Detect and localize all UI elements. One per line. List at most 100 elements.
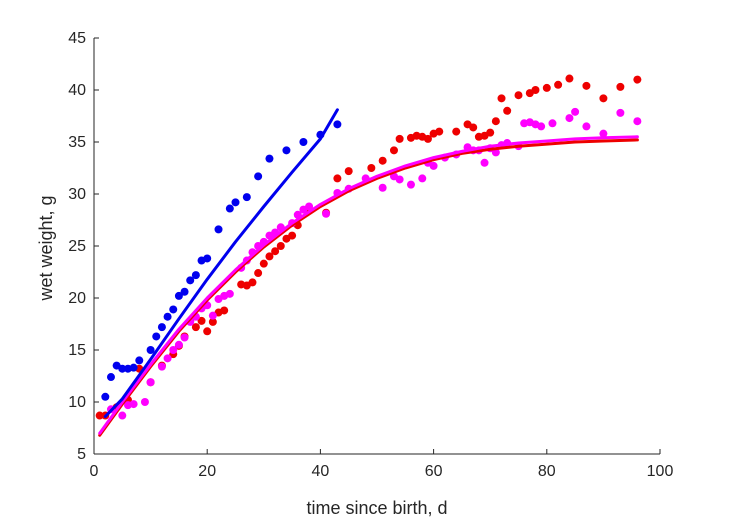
- series-0-point-12: [174, 291, 183, 300]
- series-1-point-56: [565, 74, 574, 83]
- x-tick-label-3: 60: [425, 463, 443, 480]
- series-2-point-37: [395, 175, 404, 184]
- y-axis-label: wet weight, g: [36, 195, 56, 301]
- series-1-point-55: [554, 80, 563, 89]
- chart-marks: [95, 74, 642, 437]
- series-2-point-10: [180, 333, 189, 342]
- series-1-point-20: [254, 269, 263, 278]
- series-0-points: [101, 120, 342, 401]
- series-2-point-47: [480, 158, 489, 167]
- series-1-point-0: [95, 411, 104, 420]
- series-2-point-4: [140, 398, 149, 406]
- series-1-point-32: [367, 164, 376, 172]
- series-0-point-27: [333, 120, 342, 129]
- series-1-point-21: [259, 259, 268, 268]
- series-0-point-10: [163, 312, 172, 321]
- series-2-point-30: [305, 202, 314, 211]
- series-1-point-50: [503, 106, 512, 115]
- y-tick-label-1: 10: [68, 394, 86, 411]
- series-0-point-17: [203, 254, 212, 263]
- x-tick-label-0: 0: [90, 463, 99, 480]
- series-1-point-13: [203, 327, 212, 336]
- series-1-point-30: [333, 174, 342, 183]
- x-axis: 0 20 40 60 80 100: [90, 449, 674, 480]
- x-axis-label: time since birth, d: [306, 498, 447, 518]
- series-2-point-60: [582, 122, 591, 131]
- series-1-point-33: [378, 156, 387, 165]
- series-1-points: [95, 74, 642, 420]
- y-tick-label-8: 45: [68, 30, 86, 47]
- y-axis: 5 10 15 20 25 30 35 40 45: [68, 30, 99, 463]
- series-2-point-9: [174, 340, 183, 349]
- series-0-point-0: [101, 392, 110, 401]
- series-2-point-56: [537, 122, 546, 131]
- series-2-point-63: [633, 117, 642, 126]
- y-tick-label-0: 5: [77, 446, 86, 463]
- series-1-point-23: [271, 247, 280, 256]
- series-2-point-1: [118, 411, 127, 420]
- series-1-point-16: [220, 306, 229, 315]
- series-2-point-3: [129, 400, 138, 409]
- series-1-point-12: [197, 316, 206, 325]
- series-1-point-58: [599, 94, 608, 103]
- series-0-point-8: [152, 332, 161, 341]
- series-1-point-44: [469, 123, 478, 132]
- series-1-point-39: [423, 134, 432, 143]
- series-1-point-59: [616, 82, 625, 91]
- series-0-point-21: [242, 193, 251, 202]
- y-tick-label-6: 35: [68, 134, 86, 151]
- series-0-point-11: [169, 305, 178, 314]
- series-0-point-15: [191, 271, 200, 280]
- series-1-point-11: [191, 323, 200, 332]
- y-tick-label-4: 25: [68, 238, 86, 255]
- series-0-point-13: [180, 287, 189, 296]
- series-0-point-3: [118, 364, 127, 373]
- series-2-point-61: [599, 129, 608, 138]
- series-0-point-5: [129, 363, 138, 372]
- series-0-point-14: [186, 276, 195, 285]
- series-1-point-54: [542, 83, 551, 92]
- series-2-fit-line: [98, 135, 639, 435]
- series-1-fit-line: [98, 138, 639, 437]
- series-0-point-18: [214, 225, 223, 234]
- x-tick-label-2: 40: [312, 463, 330, 480]
- series-2-point-38: [406, 180, 415, 189]
- series-2-point-18: [225, 289, 234, 298]
- series-2-point-58: [565, 114, 574, 123]
- series-2-point-5: [146, 378, 155, 387]
- series-2-point-6: [157, 362, 166, 371]
- series-1-point-60: [633, 75, 642, 84]
- series-0-point-23: [265, 154, 274, 163]
- series-1-point-26: [288, 231, 297, 240]
- series-2-point-39: [418, 174, 427, 183]
- series-2-point-62: [616, 108, 625, 117]
- series-1-point-42: [452, 127, 461, 136]
- series-2-point-31: [322, 209, 331, 218]
- series-2-point-59: [571, 107, 580, 116]
- series-0-point-9: [157, 323, 166, 332]
- y-tick-label-5: 30: [68, 186, 86, 203]
- x-tick-label-4: 80: [538, 463, 556, 480]
- series-1-point-47: [486, 128, 495, 137]
- y-tick-label-3: 20: [68, 290, 86, 307]
- series-1-point-57: [582, 81, 591, 90]
- series-0-point-1: [106, 373, 115, 382]
- series-1-point-31: [344, 167, 353, 176]
- series-1-point-41: [435, 127, 444, 136]
- series-1-point-49: [497, 94, 506, 103]
- series-2-point-57: [548, 119, 557, 128]
- y-tick-label-2: 15: [68, 342, 86, 359]
- series-0-fit-line: [103, 108, 339, 419]
- series-1-point-19: [248, 278, 257, 287]
- series-2-point-35: [378, 183, 387, 192]
- series-0-point-6: [135, 356, 144, 365]
- x-tick-label-5: 100: [647, 463, 674, 480]
- series-1-point-14: [208, 317, 217, 326]
- chart-axes: [93, 38, 660, 455]
- series-2-point-8: [169, 346, 178, 354]
- series-0-point-20: [231, 198, 240, 207]
- series-1-point-24: [276, 242, 285, 250]
- series-0-point-24: [282, 146, 291, 155]
- series-1-point-34: [389, 146, 398, 155]
